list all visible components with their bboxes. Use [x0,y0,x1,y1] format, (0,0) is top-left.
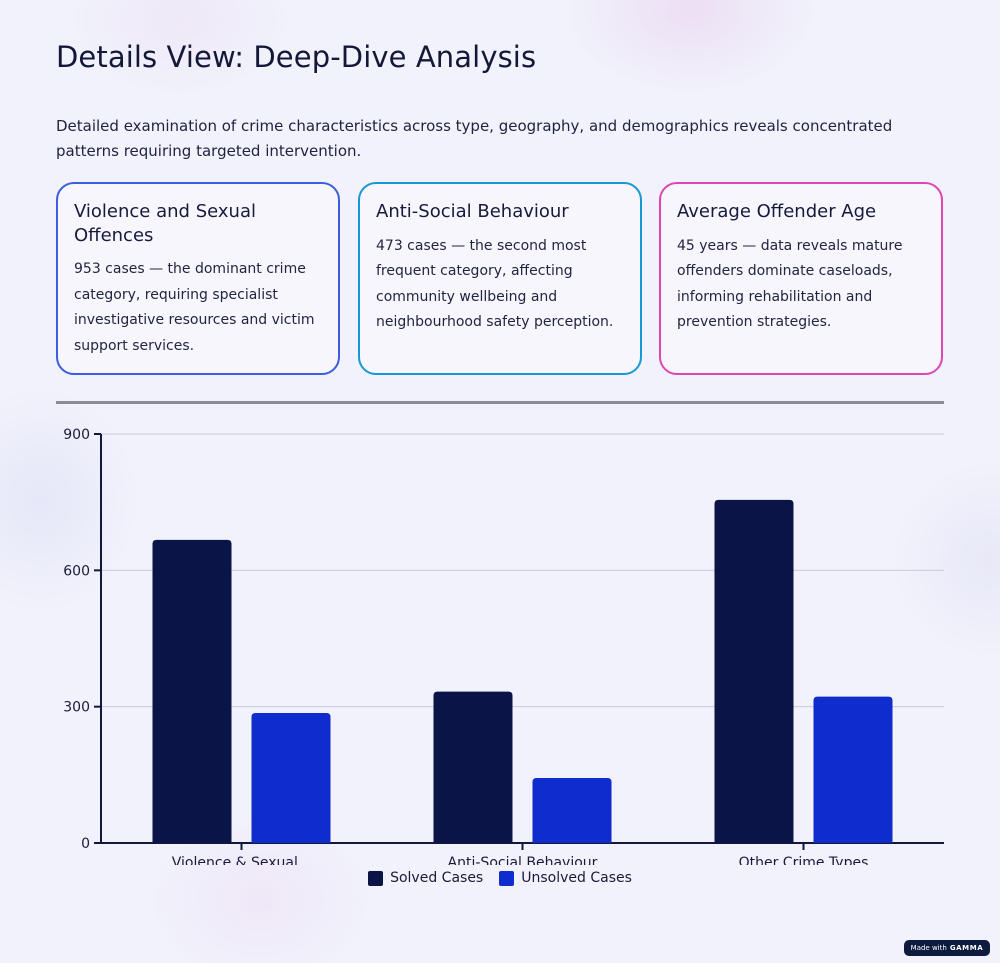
x-tick-label: Other Crime Types [739,855,869,865]
bar-unsolved-cases [251,713,331,843]
card-body: 45 years — data reveals mature offenders… [677,237,903,331]
page-title: Details View: Deep-Dive Analysis [56,40,537,74]
card-anti-social: Anti-Social Behaviour 473 cases — the se… [358,182,642,375]
y-tick-label: 900 [63,427,90,443]
x-tick-label: Violence & Sexual... [172,855,311,865]
bar-solved-cases [433,691,513,843]
section-divider [56,401,944,404]
legend-label-solved: Solved Cases [390,870,484,886]
legend-swatch-unsolved [499,870,515,886]
card-body: 953 cases — the dominant crime category,… [74,261,315,354]
legend-label-unsolved: Unsolved Cases [521,870,632,886]
card-title: Violence and Sexual Offences [74,201,256,246]
made-with-label: Made with [910,944,947,952]
y-tick-label: 600 [63,563,90,579]
intro-text: Detailed examination of crime characteri… [56,117,893,160]
made-with-gamma-badge[interactable]: Made with GAMMA [904,940,990,956]
bar-unsolved-cases [532,778,612,843]
bar-solved-cases [714,499,794,843]
card-title: Anti-Social Behaviour [376,201,569,222]
legend-item-unsolved: Unsolved Cases [499,870,632,886]
card-title: Average Offender Age [677,201,877,222]
card-offender-age: Average Offender Age 45 years — data rev… [659,182,943,375]
card-violence: Violence and Sexual Offences 953 cases —… [56,182,340,375]
y-tick-label: 0 [81,836,90,852]
y-tick-label: 300 [63,700,90,716]
bar-unsolved-cases [813,696,893,843]
x-tick-label: Anti-Social Behaviour [448,855,598,865]
card-body: 473 cases — the second most frequent cat… [376,237,614,331]
bar-solved-cases [152,539,232,843]
legend-swatch-solved [368,870,384,886]
bar-chart: 0 300 600 900 Violence & Sexual... Anti-Socia… [63,427,944,865]
chart-legend: Solved Cases Unsolved Cases [0,870,1000,886]
legend-item-solved: Solved Cases [368,870,483,886]
gamma-logo: GAMMA [949,944,984,952]
